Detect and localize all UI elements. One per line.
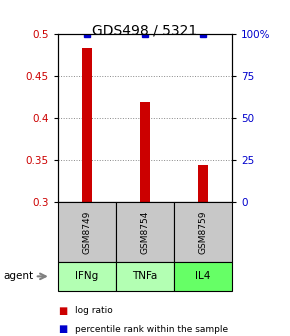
Bar	[82, 48, 92, 202]
Text: IFNg: IFNg	[75, 271, 99, 281]
Text: TNFa: TNFa	[132, 271, 158, 281]
Text: ■: ■	[58, 306, 67, 316]
Text: IL4: IL4	[195, 271, 211, 281]
Text: GSM8759: GSM8759	[198, 210, 208, 254]
Text: GDS498 / 5321: GDS498 / 5321	[93, 24, 197, 38]
Text: GSM8749: GSM8749	[82, 210, 92, 254]
Bar	[198, 166, 208, 202]
Text: ■: ■	[58, 324, 67, 334]
Text: percentile rank within the sample: percentile rank within the sample	[75, 325, 229, 334]
Text: agent: agent	[3, 271, 33, 281]
Text: GSM8754: GSM8754	[140, 210, 150, 254]
Bar	[140, 102, 150, 202]
Text: log ratio: log ratio	[75, 306, 113, 315]
